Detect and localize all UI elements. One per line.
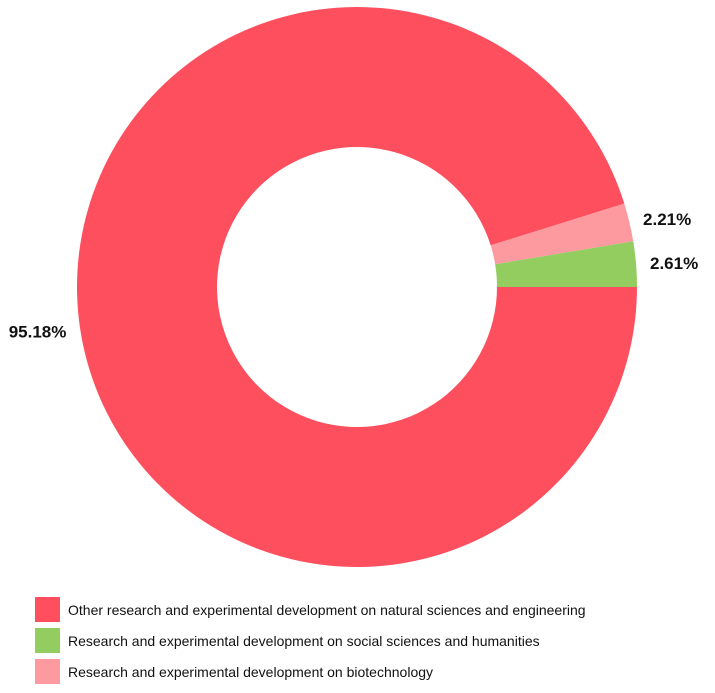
- donut-chart: 2.61% 2.21% 95.18%: [9, 7, 699, 568]
- data-label-natural-sciences: 95.18%: [9, 322, 67, 341]
- legend-item-social-sciences[interactable]: Research and experimental development on…: [35, 628, 705, 653]
- donut-slices: [77, 7, 637, 568]
- slice-natural-sciences[interactable]: [77, 7, 637, 568]
- legend-item-natural-sciences[interactable]: Other research and experimental developm…: [35, 597, 705, 622]
- data-labels: 2.61% 2.21% 95.18%: [9, 210, 699, 341]
- slice-social-sciences[interactable]: [495, 241, 637, 287]
- legend-swatch: [35, 597, 60, 622]
- legend: Other research and experimental developm…: [35, 597, 705, 690]
- legend-swatch: [35, 659, 60, 684]
- data-label-biotechnology: 2.21%: [643, 210, 691, 229]
- legend-label: Other research and experimental developm…: [68, 601, 586, 618]
- data-label-social-sciences: 2.61%: [650, 254, 698, 273]
- legend-item-biotechnology[interactable]: Research and experimental development on…: [35, 659, 705, 684]
- legend-label: Research and experimental development on…: [68, 632, 540, 649]
- slice-biotechnology[interactable]: [490, 203, 634, 265]
- legend-swatch: [35, 628, 60, 653]
- legend-label: Research and experimental development on…: [68, 663, 434, 680]
